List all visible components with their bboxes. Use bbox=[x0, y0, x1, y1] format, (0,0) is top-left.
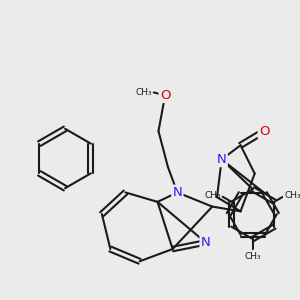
Text: CH₃: CH₃ bbox=[244, 252, 261, 261]
Text: N: N bbox=[172, 186, 182, 199]
Text: N: N bbox=[217, 153, 226, 166]
Text: N: N bbox=[201, 236, 211, 249]
Text: CH₃: CH₃ bbox=[136, 88, 152, 97]
Text: CH₃: CH₃ bbox=[205, 191, 221, 200]
Text: O: O bbox=[160, 89, 170, 102]
Text: CH₃: CH₃ bbox=[284, 191, 300, 200]
Text: O: O bbox=[259, 124, 269, 138]
